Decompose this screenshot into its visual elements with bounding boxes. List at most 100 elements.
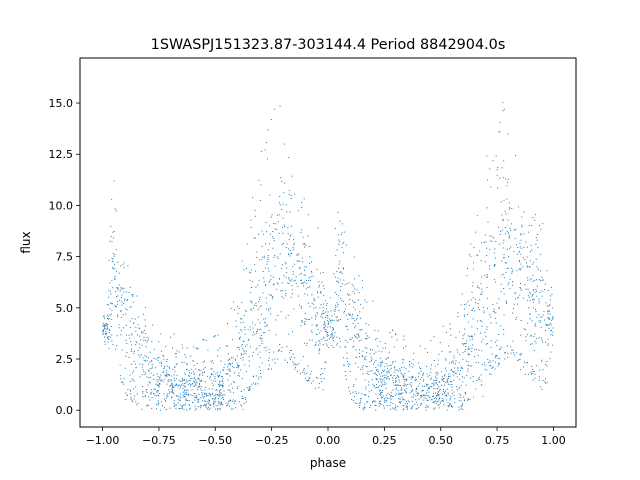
data-point bbox=[145, 390, 147, 392]
data-point bbox=[447, 392, 449, 394]
data-point bbox=[280, 290, 282, 292]
data-point bbox=[361, 329, 363, 331]
data-point bbox=[227, 353, 229, 355]
data-point bbox=[277, 351, 279, 353]
data-point bbox=[223, 366, 225, 368]
data-point bbox=[123, 287, 125, 289]
data-point bbox=[166, 359, 168, 360]
data-point bbox=[178, 399, 180, 401]
data-point bbox=[535, 337, 537, 339]
data-point bbox=[108, 259, 110, 261]
data-point bbox=[276, 288, 278, 290]
data-point bbox=[149, 368, 151, 370]
data-point bbox=[319, 343, 321, 345]
data-point bbox=[141, 331, 143, 333]
data-point bbox=[115, 249, 117, 251]
data-point bbox=[493, 264, 495, 266]
data-point bbox=[235, 407, 237, 409]
data-point bbox=[323, 327, 325, 329]
data-point bbox=[443, 378, 445, 379]
data-point bbox=[353, 345, 355, 347]
data-point bbox=[479, 309, 481, 310]
data-point bbox=[221, 403, 222, 405]
data-point bbox=[468, 335, 469, 337]
data-point bbox=[115, 210, 117, 212]
data-point bbox=[457, 367, 458, 369]
data-point bbox=[437, 395, 439, 396]
data-point bbox=[268, 270, 270, 272]
data-point bbox=[174, 366, 176, 368]
data-point bbox=[295, 367, 296, 369]
data-point bbox=[157, 402, 159, 404]
data-point bbox=[114, 348, 116, 350]
data-point bbox=[491, 367, 493, 369]
data-point bbox=[137, 349, 139, 351]
data-point bbox=[227, 369, 229, 371]
data-point bbox=[333, 335, 335, 337]
data-point bbox=[120, 317, 122, 318]
data-point bbox=[441, 400, 443, 401]
data-point bbox=[492, 366, 494, 368]
data-point bbox=[116, 287, 118, 289]
data-point bbox=[325, 316, 326, 318]
data-point bbox=[164, 375, 166, 377]
data-point bbox=[156, 403, 158, 405]
data-point bbox=[473, 396, 475, 398]
data-point bbox=[359, 400, 361, 402]
data-point bbox=[106, 324, 108, 326]
data-point bbox=[520, 287, 521, 289]
data-point bbox=[533, 301, 534, 303]
data-point bbox=[114, 208, 116, 210]
data-point bbox=[491, 353, 493, 355]
data-point bbox=[351, 337, 353, 339]
data-point bbox=[316, 312, 318, 314]
data-point bbox=[277, 283, 279, 285]
data-point bbox=[448, 373, 450, 375]
data-point bbox=[386, 400, 388, 402]
data-point bbox=[175, 378, 177, 380]
data-point bbox=[457, 367, 459, 369]
data-point bbox=[261, 259, 263, 261]
data-point bbox=[529, 260, 531, 262]
data-point bbox=[238, 332, 240, 334]
data-point bbox=[499, 348, 501, 350]
data-point bbox=[252, 197, 254, 199]
data-point bbox=[533, 289, 535, 291]
data-point bbox=[382, 390, 383, 392]
data-point bbox=[545, 324, 547, 326]
data-point bbox=[428, 374, 430, 376]
data-point bbox=[314, 299, 316, 301]
data-point bbox=[118, 284, 120, 286]
data-point bbox=[324, 325, 326, 327]
data-point bbox=[237, 313, 239, 314]
data-point bbox=[520, 283, 521, 284]
data-point bbox=[501, 167, 503, 169]
data-point bbox=[356, 403, 358, 404]
data-point bbox=[158, 379, 160, 381]
data-point bbox=[317, 329, 319, 331]
data-point bbox=[102, 325, 104, 327]
data-point bbox=[446, 381, 448, 382]
data-point bbox=[370, 356, 372, 358]
data-point bbox=[349, 370, 351, 372]
data-point bbox=[363, 403, 365, 405]
data-point bbox=[417, 404, 419, 406]
data-point bbox=[208, 392, 210, 394]
data-point bbox=[326, 308, 327, 310]
data-point bbox=[404, 403, 406, 405]
data-point bbox=[142, 357, 144, 359]
data-point bbox=[179, 404, 181, 406]
data-point bbox=[453, 374, 455, 376]
data-point bbox=[471, 291, 473, 293]
data-point bbox=[117, 287, 119, 289]
data-point bbox=[199, 388, 201, 390]
data-point bbox=[149, 376, 151, 378]
data-point bbox=[121, 349, 123, 351]
data-point bbox=[551, 318, 553, 320]
data-point bbox=[532, 280, 534, 282]
data-point bbox=[453, 394, 455, 396]
data-point bbox=[217, 371, 218, 373]
data-point bbox=[182, 379, 184, 381]
data-point bbox=[241, 330, 243, 332]
